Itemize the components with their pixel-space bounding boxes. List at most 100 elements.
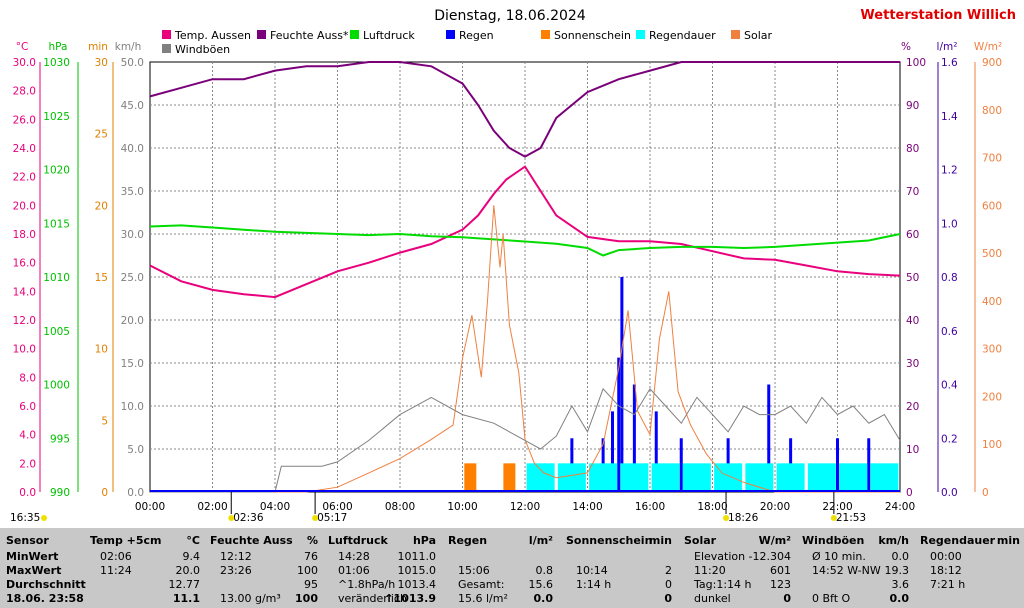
stats-value-wind: 19.3 bbox=[884, 564, 910, 577]
stats-time-wind: 0 Bft O bbox=[812, 592, 851, 605]
stats-value-feuchte: 95 bbox=[304, 578, 318, 591]
axis-tick-min: 5 bbox=[101, 415, 108, 427]
axis-tick-pct: 10 bbox=[906, 444, 919, 456]
stats-value-luftdruck: 1013.4 bbox=[397, 578, 437, 591]
chart-title: Dienstag, 18.06.2024 bbox=[434, 8, 586, 24]
legend-label: Luftdruck bbox=[363, 29, 415, 42]
axis-tick-temp: 18.0 bbox=[13, 229, 36, 241]
axis-tick-lm2: 1.2 bbox=[941, 165, 958, 177]
legend-swatch bbox=[446, 30, 455, 39]
axis-unit-kmh: km/h bbox=[115, 41, 142, 53]
axis-tick-kmh: 35.0 bbox=[121, 186, 144, 198]
x-tick-label: 06:00 bbox=[322, 501, 352, 513]
bar-regen bbox=[620, 277, 624, 492]
stats-unit-sonne: min bbox=[648, 534, 672, 547]
stats-value-solar: 601 bbox=[770, 564, 791, 577]
axis-tick-temp: 8.0 bbox=[19, 372, 36, 384]
axis-tick-pct: 80 bbox=[906, 143, 919, 155]
axis-tick-lm2: 0.6 bbox=[941, 326, 958, 338]
axis-tick-hpa: 1020 bbox=[43, 165, 70, 177]
x-axis: 00:00 02:00 04:00 06:00 08:00 10:00 12:00 14:00… bbox=[135, 501, 915, 513]
stats-unit-regen: l/m² bbox=[528, 534, 553, 547]
axis-tick-pct: 0 bbox=[906, 487, 913, 499]
legend-label: Regen bbox=[459, 29, 494, 42]
bar-regendauer bbox=[651, 463, 680, 492]
legend-label: Regendauer bbox=[649, 29, 716, 42]
bar-regen bbox=[679, 438, 683, 492]
series-line bbox=[150, 387, 901, 493]
stats-header-temp: Temp +5cm bbox=[90, 534, 162, 547]
bar-regendauer bbox=[682, 463, 711, 492]
axis-tick-pct: 100 bbox=[906, 57, 926, 69]
axis-unit-lm2: l/m² bbox=[937, 41, 958, 53]
stats-header-luftdruck: Luftdruck bbox=[328, 534, 388, 547]
stats-value-regen: 0.8 bbox=[535, 564, 554, 577]
axis-tick-temp: 24.0 bbox=[13, 143, 36, 155]
stats-time-feuchte: 13.00 g/m³ bbox=[220, 592, 281, 605]
axis-tick-hpa: 990 bbox=[50, 487, 70, 499]
axis-tick-temp: 22.0 bbox=[13, 172, 36, 184]
axis-tick-wm2: 700 bbox=[982, 153, 1002, 165]
axis-tick-temp: 14.0 bbox=[13, 286, 36, 298]
axis-tick-min: 10 bbox=[95, 344, 108, 356]
axis-tick-wm2: 200 bbox=[982, 391, 1002, 403]
stats-time-solar: dunkel bbox=[694, 592, 731, 605]
axis-tick-temp: 2.0 bbox=[19, 458, 36, 470]
axis-tick-kmh: 50.0 bbox=[121, 57, 144, 69]
x-tick-label: 04:00 bbox=[260, 501, 290, 513]
bar-regendauer bbox=[526, 463, 555, 492]
marker-icon bbox=[228, 515, 235, 521]
bar-regen bbox=[632, 384, 636, 492]
axis-tick-kmh: 40.0 bbox=[121, 143, 144, 155]
stats-unit-feuchte: % bbox=[306, 534, 318, 547]
stats-sensor-header: Sensor bbox=[6, 534, 49, 547]
chart-axes: °C 30.0 28.0 26.0 24.0 22.0 20.0 18.0 16.0 14.0 12… bbox=[13, 41, 1003, 499]
stats-value-wind: 0.0 bbox=[891, 550, 910, 563]
x-tick-label: 14:00 bbox=[572, 501, 602, 513]
x-tick-label: 22:00 bbox=[822, 501, 852, 513]
stats-value-sonne: 2 bbox=[665, 564, 672, 577]
stats-value-solar: -12.304 bbox=[748, 550, 791, 563]
axis-tick-temp: 10.0 bbox=[13, 344, 36, 356]
axis-unit-min: min bbox=[88, 41, 108, 53]
axis-tick-temp: 12.0 bbox=[13, 315, 36, 327]
stats-header-wind: Windböen bbox=[802, 534, 865, 547]
axis-tick-wm2: 500 bbox=[982, 248, 1002, 260]
axis-tick-wm2: 300 bbox=[982, 344, 1002, 356]
stats-value-regen: 15.6 bbox=[528, 578, 554, 591]
axis-tick-temp: 26.0 bbox=[13, 114, 36, 126]
stats-time-luftdruck: ^1.8hPa/h bbox=[338, 578, 396, 591]
axis-tick-temp: 20.0 bbox=[13, 200, 36, 212]
chart-legend: Temp. Aussen Feuchte Auss* Luftdruck Regen S… bbox=[162, 29, 773, 56]
axis-tick-wm2: 800 bbox=[982, 105, 1002, 117]
axis-tick-min: 20 bbox=[95, 200, 108, 212]
chart-bars bbox=[464, 277, 899, 492]
axis-tick-kmh: 5.0 bbox=[127, 444, 144, 456]
stats-value-temp: 20.0 bbox=[175, 564, 201, 577]
series-line bbox=[149, 61, 900, 158]
stats-time-sonne: 1:14 h bbox=[576, 578, 612, 591]
bar-sonnenschein bbox=[503, 463, 516, 492]
stats-row-label: Durchschnitt bbox=[6, 578, 86, 591]
axis-tick-min: 30 bbox=[95, 57, 108, 69]
stats-time-wind: Ø 10 min. bbox=[812, 550, 866, 563]
stats-unit-luftdruck: hPa bbox=[412, 534, 436, 547]
bar-regendauer bbox=[557, 463, 586, 492]
axis-tick-temp: 16.0 bbox=[13, 258, 36, 270]
x-tick-label: 08:00 bbox=[385, 501, 415, 513]
axis-tick-lm2: 1.6 bbox=[941, 57, 958, 69]
bar-regendauer bbox=[714, 463, 743, 492]
axis-unit-pct: % bbox=[901, 41, 911, 53]
axis-tick-lm2: 0.4 bbox=[941, 380, 958, 392]
stats-value-luftdruck: ↑1013.9 bbox=[384, 592, 436, 605]
bar-regendauer bbox=[870, 463, 899, 492]
legend-swatch bbox=[162, 44, 171, 53]
marker-icon bbox=[830, 515, 837, 521]
x-tick-label: 24:00 bbox=[885, 501, 915, 513]
stats-value-luftdruck: 1015.0 bbox=[397, 564, 437, 577]
stats-unit-wind: km/h bbox=[878, 534, 909, 547]
bar-regen bbox=[867, 438, 871, 492]
legend-label: Windböen bbox=[175, 43, 230, 56]
stats-time-luftdruck: 01:06 bbox=[338, 564, 370, 577]
